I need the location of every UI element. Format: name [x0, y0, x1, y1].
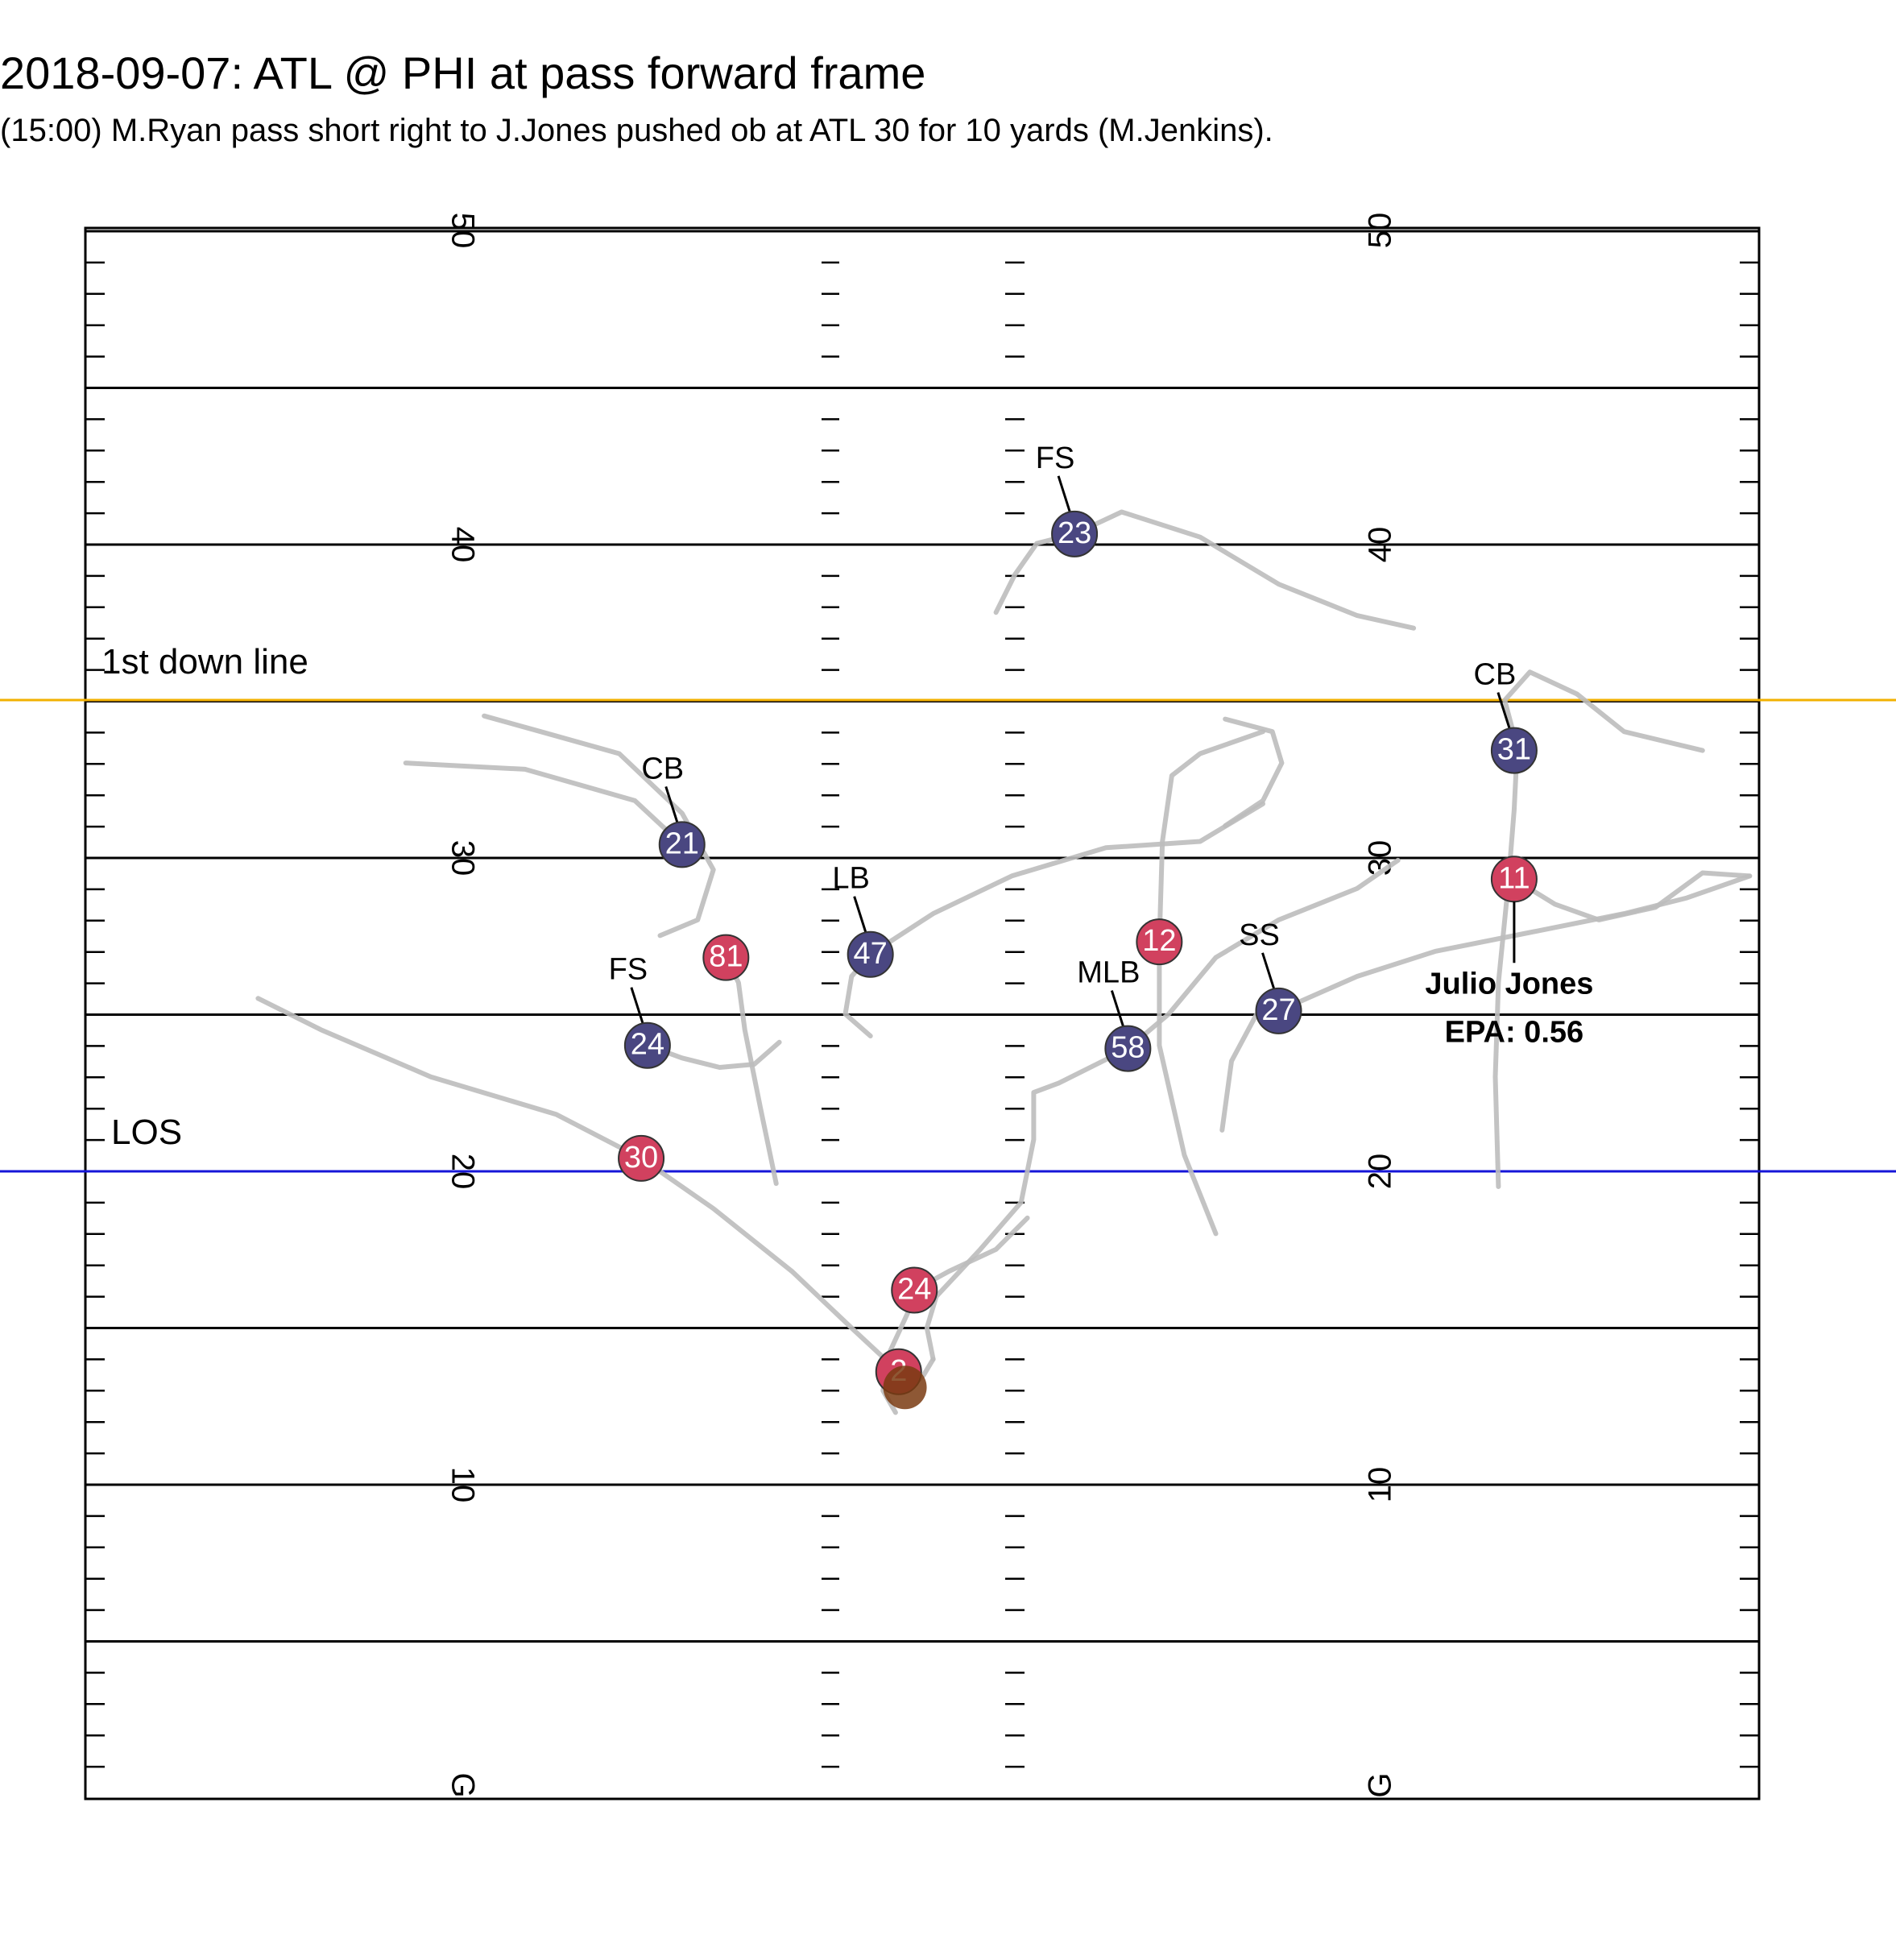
yard-number: 50 [1363, 213, 1398, 249]
player-track [723, 955, 779, 1187]
player-marker [891, 1266, 938, 1314]
los-label: LOS [111, 1113, 182, 1152]
jersey-number: 24 [897, 1273, 931, 1307]
yard-number: 10 [1363, 1467, 1398, 1503]
position-leader-line [1497, 692, 1511, 729]
player-track [1157, 729, 1265, 1237]
football [883, 1365, 927, 1410]
reference-lines: LOS 1st down line [0, 642, 1896, 1173]
position-label: MLB [1077, 956, 1140, 990]
player-marker [847, 930, 894, 978]
players: FS23CB31CB21LB47FS24MLB58SS2711811230242… [609, 441, 1593, 1410]
play-description: (15:00) M.Ryan pass short right to J.Jon… [0, 113, 1273, 148]
yard-number: 30 [445, 840, 480, 876]
yard-number: 50 [445, 213, 480, 249]
jersey-number: 81 [709, 940, 743, 974]
position-leader-line [1110, 990, 1124, 1027]
player-track [842, 801, 1265, 1038]
player-track [1219, 873, 1753, 1133]
player-marker [658, 821, 706, 868]
player-track [1223, 716, 1285, 828]
position-label: FS [1036, 441, 1075, 475]
position-label: FS [609, 953, 648, 987]
yard-number: 40 [445, 527, 480, 563]
first-down-label: 1st down line [101, 642, 308, 682]
player-tracks [255, 509, 1753, 1415]
position-leader-line [853, 896, 867, 933]
position-label: CB [1474, 658, 1517, 692]
offense-player: 30 [618, 1134, 665, 1182]
player-marker [623, 1021, 671, 1069]
yard-number: 40 [1363, 527, 1398, 563]
player-track [482, 713, 716, 939]
position-label: CB [641, 752, 684, 785]
jersey-number: 21 [665, 827, 699, 860]
position-leader-line [630, 987, 644, 1024]
defense-player: LB 47 [832, 862, 894, 978]
yard-number: 10 [445, 1467, 480, 1503]
jersey-number: 58 [1111, 1031, 1145, 1065]
player-track [255, 996, 901, 1374]
position-leader-line [664, 785, 679, 823]
defense-player: CB 31 [1474, 658, 1538, 774]
defense-player: FS 23 [1036, 441, 1099, 557]
position-leader-line [1057, 475, 1071, 512]
defense-player: SS 27 [1239, 918, 1302, 1034]
player-marker [702, 934, 750, 981]
player-track [993, 509, 1417, 631]
jersey-number: 23 [1058, 516, 1091, 550]
player-track [403, 760, 685, 847]
chart-title: 2018-09-07: ATL @ PHI at pass forward fr… [0, 48, 926, 98]
defense-player: CB 21 [641, 752, 706, 868]
player-marker [618, 1134, 665, 1182]
highlight-epa: EPA: 0.56 [1445, 1015, 1583, 1049]
offense-player: 11 [1490, 856, 1538, 903]
jersey-number: 11 [1498, 861, 1530, 895]
jersey-number: 47 [854, 937, 888, 971]
offense-player: 81 [702, 934, 750, 981]
jersey-number: 31 [1497, 733, 1531, 767]
jersey-number: 12 [1142, 924, 1176, 958]
offense-player: 24 [891, 1266, 938, 1314]
yard-number: G [1363, 1772, 1398, 1797]
position-label: SS [1239, 918, 1280, 952]
player-marker [1136, 918, 1183, 966]
player-marker [1051, 510, 1099, 557]
player-marker [1255, 987, 1302, 1034]
yard-number: G [445, 1772, 480, 1797]
player-marker [1490, 727, 1538, 774]
offense-player: 12 [1136, 918, 1183, 966]
jersey-number: 27 [1261, 993, 1295, 1027]
defense-player: FS 24 [609, 953, 671, 1069]
player-track [644, 1039, 782, 1070]
position-label: LB [832, 862, 869, 896]
jersey-number: 24 [631, 1028, 664, 1062]
player-marker [1104, 1025, 1152, 1072]
defense-player: MLB 58 [1077, 956, 1152, 1072]
jersey-number: 30 [624, 1141, 658, 1175]
highlight-player-name: Julio Jones [1425, 967, 1593, 1001]
player-track [924, 857, 1401, 1362]
position-leader-line [1261, 952, 1275, 989]
